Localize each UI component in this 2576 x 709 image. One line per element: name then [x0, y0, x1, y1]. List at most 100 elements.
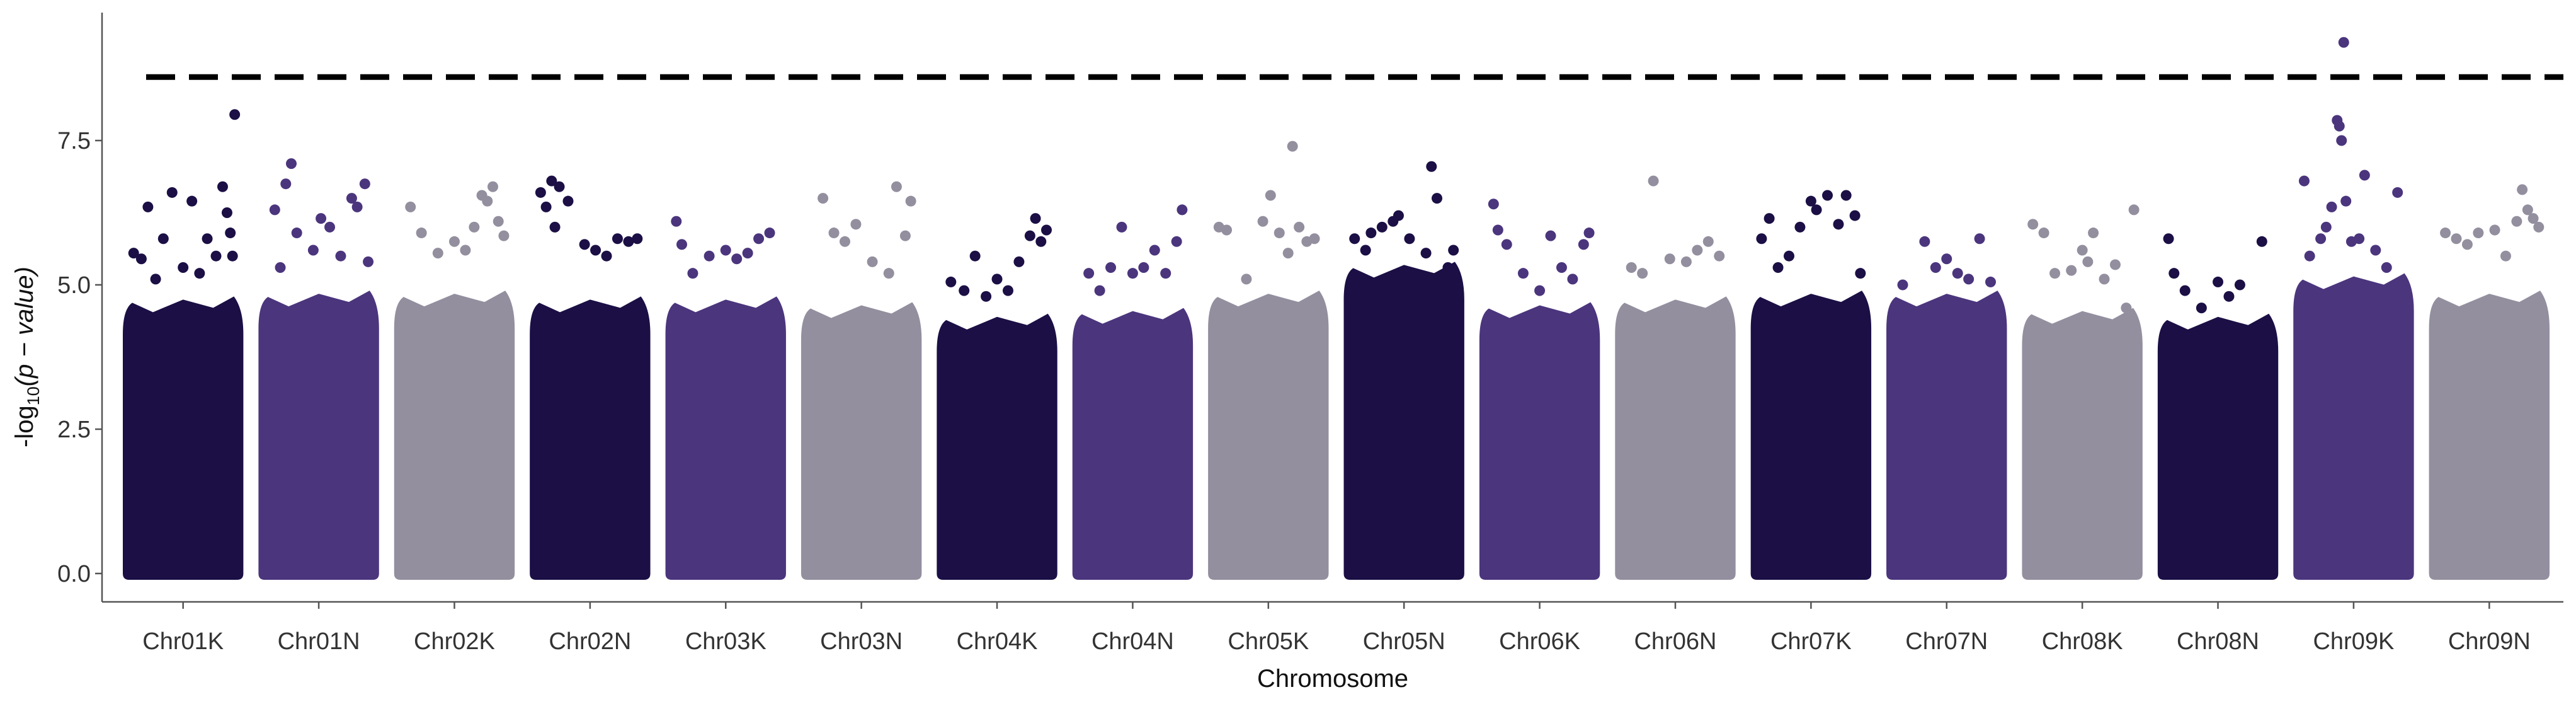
- snp-point-Chr06N-7: [1714, 250, 1725, 262]
- snp-point-Chr05N-10: [1442, 262, 1454, 274]
- snp-point-Chr01K-0: [128, 248, 139, 259]
- snp-point-Chr08N-2: [2179, 285, 2191, 296]
- snp-point-Chr04N-4: [1127, 268, 1138, 279]
- x-tick-label-Chr06K: Chr06K: [1499, 628, 1580, 655]
- snp-point-Chr05N-11: [1448, 245, 1459, 256]
- snp-point-Chr09K-3: [2320, 221, 2332, 233]
- x-tick-label-Chr04K: Chr04K: [957, 628, 1038, 655]
- snp-point-Chr01K-14: [227, 250, 238, 262]
- snp-point-Chr03N-0: [818, 193, 829, 204]
- snp-point-Chr04N-7: [1160, 268, 1171, 279]
- snp-point-Chr05N-5: [1393, 210, 1404, 221]
- snp-point-Chr06N-5: [1692, 245, 1703, 256]
- snp-point-Chr02K-4: [460, 245, 471, 256]
- chromosome-bar-Chr04N: [1072, 308, 1194, 580]
- snp-point-Chr03N-8: [905, 195, 916, 207]
- snp-point-Chr04N-2: [1105, 262, 1117, 274]
- snp-point-Chr07N-4: [1952, 268, 1963, 279]
- snp-point-Chr07K-10: [1849, 210, 1861, 221]
- snp-point-Chr03N-6: [891, 181, 902, 192]
- y-axis-ticks: 0.0 2.5 5.0 7.5: [57, 128, 102, 587]
- snp-point-Chr02K-9: [493, 216, 504, 227]
- snp-point-Chr08K-10: [2128, 204, 2140, 216]
- snp-point-Chr03K-3: [704, 250, 715, 262]
- snp-point-Chr05N-8: [1426, 161, 1437, 172]
- snp-point-Chr03K-6: [742, 248, 753, 259]
- y-tick-label-0: 0.0: [57, 561, 91, 587]
- x-tick-label-Chr01K: Chr01K: [142, 628, 224, 655]
- snp-point-Chr04K-0: [945, 276, 957, 287]
- chromosome-bar-Chr08K: [2022, 308, 2143, 580]
- snp-point-Chr05K-5: [1274, 228, 1285, 239]
- snp-point-Chr08K-6: [2088, 228, 2099, 239]
- snp-point-Chr06K-2: [1501, 239, 1512, 250]
- x-tick-label-Chr07K: Chr07K: [1770, 628, 1852, 655]
- snp-point-Chr03N-7: [899, 230, 911, 241]
- snp-point-Chr02N-9: [612, 233, 623, 245]
- snp-point-Chr07K-11: [1855, 268, 1866, 279]
- chromosome-bar-Chr08N: [2157, 313, 2279, 580]
- snp-point-Chr03K-4: [720, 245, 731, 256]
- snp-point-Chr08K-3: [2066, 265, 2077, 276]
- snp-point-Chr09K-2: [2315, 233, 2327, 245]
- snp-point-Chr04K-9: [1035, 236, 1047, 247]
- x-tick-label-Chr04N: Chr04N: [1091, 628, 1174, 655]
- x-tick-label-Chr03N: Chr03N: [820, 628, 903, 655]
- y-tick-label-3: 7.5: [57, 128, 91, 154]
- snp-point-Chr04N-3: [1116, 221, 1127, 233]
- x-tick-label-Chr08K: Chr08K: [2042, 628, 2123, 655]
- snp-point-Chr04K-1: [959, 285, 970, 296]
- x-tick-label-Chr06N: Chr06N: [1634, 628, 1716, 655]
- snp-point-Chr02N-3: [549, 221, 561, 233]
- snp-point-Chr09K-9: [2340, 195, 2352, 207]
- snp-point-Chr09K-11: [2354, 233, 2365, 245]
- snp-point-Chr09K-15: [2392, 187, 2403, 198]
- x-tick-label-Chr01N: Chr01N: [278, 628, 360, 655]
- x-tick-label-Chr03K: Chr03K: [685, 628, 767, 655]
- x-tick-label-Chr05N: Chr05N: [1363, 628, 1445, 655]
- chromosome-bar-Chr01K: [123, 296, 244, 580]
- snp-point-Chr07N-7: [1985, 276, 1997, 287]
- snp-point-Chr06K-1: [1492, 224, 1503, 236]
- snp-point-Chr01N-9: [346, 193, 357, 204]
- snp-point-Chr05N-3: [1376, 221, 1388, 233]
- snp-point-Chr01K-1: [135, 253, 147, 265]
- snp-point-Chr08K-0: [2027, 219, 2039, 230]
- snp-point-Chr04K-4: [991, 274, 1003, 285]
- snp-point-Chr01N-6: [316, 213, 327, 224]
- snp-point-Chr06N-2: [1648, 175, 1659, 187]
- snp-point-Chr08N-5: [2223, 291, 2235, 302]
- snp-point-Chr06K-0: [1488, 199, 1499, 210]
- snp-point-Chr03K-8: [764, 228, 775, 239]
- snp-point-Chr03K-5: [731, 253, 743, 265]
- snp-point-Chr07K-9: [1840, 190, 1852, 201]
- snp-point-Chr01K-4: [157, 233, 169, 245]
- snp-point-Chr01K-8: [194, 268, 205, 279]
- snp-point-Chr01N-10: [351, 201, 363, 212]
- snp-point-Chr08K-4: [2077, 245, 2088, 256]
- snp-point-Chr04K-3: [981, 291, 992, 302]
- snp-point-Chr06N-1: [1637, 268, 1648, 279]
- snp-point-Chr08N-7: [2256, 236, 2267, 247]
- snp-point-Chr03N-2: [839, 236, 850, 247]
- x-tick-label-Chr08N: Chr08N: [2177, 628, 2259, 655]
- x-tick-label-Chr02N: Chr02N: [549, 628, 631, 655]
- snp-point-Chr02N-0: [535, 187, 546, 198]
- snp-point-Chr07K-0: [1756, 233, 1767, 245]
- snp-point-Chr01N-2: [280, 178, 292, 190]
- snp-point-Chr08K-9: [2121, 303, 2132, 314]
- snp-point-Chr09N-10: [2533, 221, 2545, 233]
- snp-point-Chr04N-1: [1094, 285, 1105, 296]
- snp-point-Chr05K-10: [1309, 233, 1320, 245]
- snp-point-Chr09K-7: [2336, 135, 2347, 146]
- snp-point-Chr08K-8: [2109, 259, 2121, 270]
- snp-point-Chr04N-0: [1083, 268, 1095, 279]
- snp-point-Chr08K-7: [2099, 274, 2110, 285]
- chromosome-bar-Chr09N: [2429, 291, 2550, 580]
- snp-point-Chr09N-3: [2473, 228, 2484, 239]
- snp-point-Chr02K-3: [448, 236, 460, 247]
- snp-point-Chr08K-2: [2049, 268, 2061, 279]
- snp-point-Chr04K-2: [969, 250, 981, 262]
- snp-point-Chr05K-7: [1287, 141, 1298, 152]
- snp-point-Chr07N-0: [1897, 279, 1908, 291]
